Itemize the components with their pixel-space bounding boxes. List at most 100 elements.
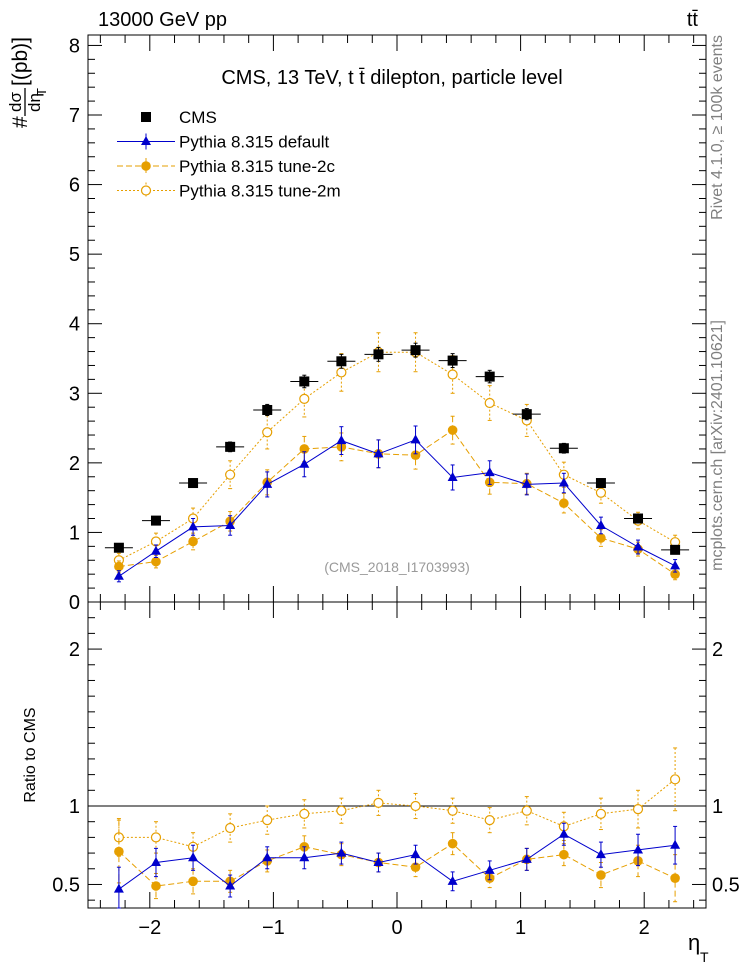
ratio-data-point [595,808,607,819]
watermark: (CMS_2018_I1703993) [324,559,470,575]
main-data-point [188,478,199,489]
legend-marker [141,136,151,145]
x-axis-title-symbol: η [688,930,700,955]
main-y-tick-label: 3 [69,383,80,405]
ratio-data-point [596,870,606,880]
y-axis-title-prefix: # [9,116,32,128]
ratio-data-point [188,876,198,887]
ratio-data-point [558,828,569,838]
main-data-point [558,443,569,454]
ratio-data-point [521,805,532,816]
ratio-data-point [633,844,644,854]
main-data-point [670,569,680,579]
main-data-point [633,513,644,524]
ratio-data-point [373,797,384,808]
main-data-point [595,478,606,489]
x-tick-label: 0 [391,917,402,939]
main-data-point [114,561,124,572]
main-y-tick-label: 1 [69,522,80,544]
main-y-tick-label: 2 [69,453,80,475]
ratio-data-point [670,873,680,883]
y-axis-title: # dσ dη T [(pb)] [6,37,49,128]
main-data-point [299,393,310,404]
main-data-point [262,427,273,438]
ratio-data-point [410,849,421,859]
main-data-point [262,478,273,488]
main-data-point [447,369,458,380]
main-data-point [336,356,347,367]
ratio-y-tick-label: 0.5 [52,874,80,896]
main-data-point [188,536,198,547]
main-data-point [484,397,495,409]
legend-item: CMS [141,108,217,127]
ratio-data-point [410,800,421,812]
ratio-data-point [447,875,458,885]
main-data-point [150,515,161,526]
ratio-data-point [669,774,681,785]
main-y-tick-label: 7 [69,105,80,127]
ratio-series-line [118,778,676,848]
legend: CMS Pythia 8.315 default Pythia 8.315 tune… [117,108,341,201]
main-data-point [151,556,161,567]
x-tick-label: 1 [515,917,526,939]
legend-marker [140,185,152,196]
legend-item: Pythia 8.315 tune-2m [117,182,341,201]
chart-title: CMS, 13 TeV, t t̄ dilepton, particle lev… [221,67,562,89]
main-data-point [559,498,569,509]
main-series-pythia-8-315-tune-2c [114,415,680,581]
main-data-point [188,521,199,531]
main-data-point [410,450,421,461]
ratio-data-point [373,856,384,866]
main-data-point [373,349,384,360]
legend-label: Pythia 8.315 default [179,133,330,152]
ratio-data-point [299,808,310,819]
x-tick-label: −2 [138,917,161,939]
main-y-tick-label: 0 [69,592,80,614]
ratio-data-point [225,880,236,890]
main-data-point [521,478,532,488]
ratio-series-line [118,843,676,887]
ratio-axis-ticks: 0.5 0.5 1 1 2 2 −2 −1 0 1 2 [52,602,740,939]
ratio-data-point [150,832,162,843]
main-data-point [596,533,606,543]
main-data-point [484,371,495,382]
main-axis-ticks: 0 1 2 3 4 5 6 7 8 [69,35,706,614]
energy-label: 13000 GeV pp [98,9,227,31]
main-data-point [633,541,644,551]
main-data-point [336,367,347,378]
main-y-tick-label: 5 [69,244,80,266]
main-data-point [225,441,236,452]
main-data-layer [104,332,690,583]
main-data-point [595,487,607,498]
ratio-data-point [632,804,644,815]
ratio-plot-frame [87,601,707,909]
ratio-y-tick-label-right: 1 [712,796,723,818]
y-axis-title-unit: [(pb)] [9,37,32,86]
x-axis-title-subscript: T [700,949,709,965]
main-series-pythia-8-315-default [113,425,681,583]
legend-marker [141,112,151,122]
x-tick-label: 2 [639,917,650,939]
y-axis-title-subscript: T [34,88,49,96]
main-data-point [225,519,236,529]
main-data-point [373,448,384,458]
main-y-tick-label: 4 [69,314,80,336]
ratio-y-tick-label-right: 0.5 [712,874,740,896]
main-series-line [118,429,676,575]
main-data-point [558,477,569,487]
ratio-data-point [521,853,532,863]
y-axis-title-denominator: dη [25,93,44,112]
main-series-line [118,439,676,577]
ratio-data-point [559,849,569,860]
main-data-point [225,469,236,480]
legend-item: Pythia 8.315 default [117,133,330,152]
main-data-point [262,404,273,415]
ratio-data-point [595,849,606,859]
ratio-y-axis-title: Ratio to CMS [22,707,39,802]
ratio-y-tick-label: 2 [69,639,80,661]
ratio-data-point [262,815,273,826]
ratio-data-point [150,856,161,866]
ratio-data-point [113,883,124,893]
main-data-point [484,467,495,477]
